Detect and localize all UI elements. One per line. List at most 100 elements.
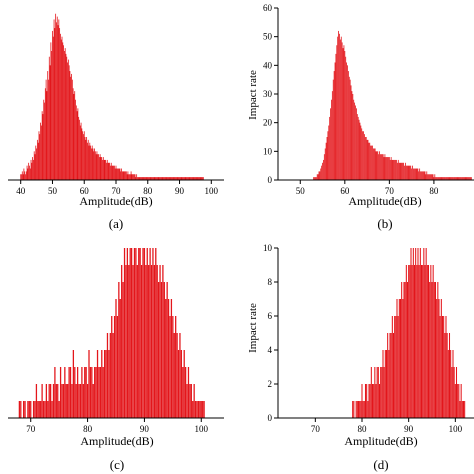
panel-b-bar [350, 85, 352, 180]
panel-d-bar [438, 299, 440, 418]
panel-a-bar [191, 177, 193, 180]
panel-a-bar [168, 177, 169, 180]
panel-a-bar [160, 177, 161, 180]
panel-d-bar [416, 265, 418, 418]
panel-d-bar [360, 401, 362, 418]
panel-c-bar [130, 248, 133, 418]
panel-c-bar [138, 248, 140, 418]
panel-c-bar [67, 384, 69, 418]
panel-a-bar [180, 177, 182, 180]
panel-a-x-tick-label: 40 [16, 186, 26, 196]
panel-a-bar [189, 177, 191, 180]
panel-d-bar [394, 316, 396, 418]
panel-a-bar [103, 159, 105, 180]
panel-c-bar [102, 367, 104, 418]
panel-c-bar [159, 265, 161, 418]
panel-a-bar [29, 168, 31, 180]
panel-b-bar [332, 79, 334, 180]
panel-c-bar [194, 401, 197, 418]
panel-c-bar [76, 367, 79, 418]
panel-b-bar [396, 162, 398, 180]
panel-b-bar [462, 177, 464, 180]
panel-b-bar [445, 177, 446, 180]
panel-d-bar [362, 401, 364, 418]
panel-b-bar [392, 159, 394, 180]
panel-b-x-tick-label: 50 [296, 186, 306, 196]
panel-b-bar [317, 174, 319, 180]
panel-b-bar [360, 125, 362, 180]
panel-d-bar [352, 401, 354, 418]
panel-c-bar [115, 299, 117, 418]
panel-c-bar [108, 350, 110, 418]
panel-c-bar [172, 316, 174, 418]
panel-b-bar [328, 125, 330, 180]
panel-c-bar [203, 401, 205, 418]
panel-b-bar [424, 171, 426, 180]
panel-a-bar [116, 168, 118, 180]
panel-d-y-tick-label: 6 [268, 311, 273, 321]
panel-c-bar [157, 282, 160, 418]
panel-a-bar [31, 162, 33, 180]
panel-c-bar [116, 316, 119, 418]
panel-a-x-tick-label: 80 [143, 186, 153, 196]
panel-c-bar [54, 367, 56, 418]
panel-a-bar [178, 177, 180, 180]
panel-b-y-tick-label: 30 [263, 89, 273, 99]
panel-a-bar [169, 177, 171, 180]
panel-b-bar [362, 131, 364, 180]
panel-c-x-tick-label: 70 [26, 424, 36, 434]
panel-b-bar [454, 177, 455, 180]
panel-d-bar [359, 401, 361, 418]
panel-d-bar [454, 384, 456, 418]
panel-a-bar [120, 171, 122, 180]
panel-c-bar [42, 401, 45, 418]
panel-a-bar [71, 79, 73, 180]
panel-a-bar [196, 177, 198, 180]
panel-b-bar [420, 171, 421, 180]
panel-a-bar [167, 177, 169, 180]
panel-b-bar [341, 42, 343, 181]
panel-d-bar [413, 265, 416, 418]
panel-b-bar [366, 139, 368, 180]
panel-d-bar [450, 350, 452, 418]
panel-d-bar [417, 248, 419, 418]
panel-c-bar [135, 248, 137, 418]
panel-a-bar [21, 174, 22, 180]
panel-a-bar [191, 177, 192, 180]
panel-b-bar [338, 30, 339, 181]
panel-a-bar [29, 165, 30, 180]
panel-a-bar [47, 71, 49, 180]
panel-b-bar [463, 177, 465, 180]
panel-b-bar [327, 131, 329, 180]
panel-b-bar [315, 177, 317, 180]
panel-d-bar [367, 401, 369, 418]
panel-b-bar [462, 177, 463, 180]
panel-a-bar [145, 177, 147, 180]
panel-a-bar [40, 122, 41, 180]
panel-a-bar [198, 177, 200, 180]
panel-a-x-tick-label: 70 [112, 186, 122, 196]
panel-c-caption: (c) [110, 457, 124, 472]
panel-a-bar [55, 13, 57, 181]
panel-b-bar [385, 157, 387, 180]
panel-c-bar [173, 333, 175, 418]
panel-b-bar [418, 171, 420, 180]
panel-c-bar [98, 367, 100, 418]
panel-a-bar [137, 177, 138, 180]
panel-c-bar [136, 265, 138, 418]
panel-a-bar [154, 177, 156, 180]
panel-b-bar [356, 114, 358, 180]
panel-b-bar [417, 168, 419, 180]
panel-c-bar [35, 384, 38, 418]
panel-c-bar [177, 350, 180, 418]
panel-c-bar [155, 248, 157, 418]
panel-c-bar [18, 401, 21, 418]
panel-a-bar [112, 165, 114, 180]
panel-b-bar [383, 157, 385, 180]
panel-a-bar [139, 177, 141, 180]
panel-d-bar [364, 384, 367, 418]
panel-a-bar [123, 171, 125, 180]
panel-a-bar [39, 134, 41, 180]
panel-b-caption: (b) [377, 216, 392, 231]
panel-c-bar [148, 265, 150, 418]
